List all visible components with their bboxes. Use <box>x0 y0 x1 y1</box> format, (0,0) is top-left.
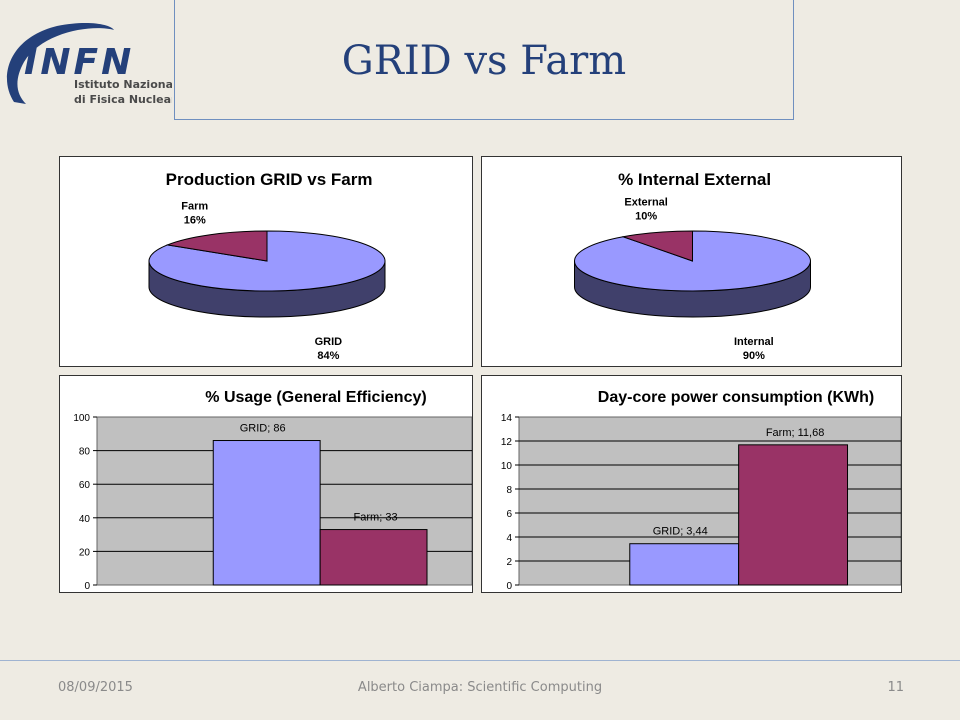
bar-power-svg: Day-core power consumption (KWh) 0 2 4 6 8 10 1… <box>501 389 901 592</box>
y-tick-label: 100 <box>73 413 90 424</box>
y-tick-label: 20 <box>79 547 91 558</box>
slide-title: GRID vs Farm <box>341 38 627 84</box>
logo-name: INFN <box>24 42 134 83</box>
title-box: GRID vs Farm <box>174 0 794 120</box>
footer-page-number: 11 <box>887 680 904 695</box>
slice-value-farm: 16% <box>184 214 206 226</box>
y-tick-label: 10 <box>501 461 513 472</box>
footer-divider <box>0 660 960 661</box>
bar-grid <box>629 543 740 586</box>
slice-label-grid: GRID <box>315 336 343 348</box>
bar-farm <box>319 529 428 586</box>
y-tick-label: 12 <box>501 437 513 448</box>
slice-value-internal: 90% <box>743 350 765 362</box>
pie-slice-farm <box>165 230 268 262</box>
slice-label-internal: Internal <box>734 336 774 348</box>
bar-grid <box>212 440 321 586</box>
y-tick-label: 2 <box>506 557 512 568</box>
data-label-farm: Farm; 33 <box>354 512 398 524</box>
slice-value-external: 10% <box>635 211 657 223</box>
y-tick-label: 0 <box>84 581 90 592</box>
footer-date: 08/09/2015 <box>58 680 133 695</box>
infn-logo: INFN Istituto Nazionale di Fisica Nuclea… <box>6 23 172 106</box>
bar-farm <box>738 444 849 586</box>
footer-author: Alberto Ciampa: Scientific Computing <box>357 680 603 695</box>
logo-line-1: Istituto Nazionale <box>74 78 172 91</box>
pie-production-svg: Production GRID vs Farm Farm 16% GRID 84% <box>148 170 386 362</box>
data-label-farm: Farm; 11,68 <box>766 427 825 439</box>
slice-label-farm: Farm <box>181 200 208 212</box>
chart-title: Production GRID vs Farm <box>166 170 373 189</box>
chart-title: % Internal External <box>618 170 771 189</box>
y-tick-label: 6 <box>506 509 512 520</box>
y-tick-label: 80 <box>79 447 91 458</box>
pie-chart-internal-external: % Internal External External 10% Internal 90… <box>481 156 902 367</box>
logo-swoosh <box>6 23 114 104</box>
logo-line-2: di Fisica Nucleare <box>74 93 172 106</box>
slice-label-external: External <box>624 197 667 209</box>
y-tick-label: 60 <box>79 480 91 491</box>
bar-chart-usage: % Usage (General Efficiency) 0 20 40 60 80 100… <box>59 375 473 593</box>
y-tick-label: 40 <box>79 514 91 525</box>
bar-usage-svg: % Usage (General Efficiency) 0 20 40 60 80 100… <box>73 389 472 592</box>
y-tick-label: 14 <box>501 413 513 424</box>
chart-title: % Usage (General Efficiency) <box>205 389 426 406</box>
chart-title: Day-core power consumption (KWh) <box>598 389 874 406</box>
slice-value-grid: 84% <box>317 350 339 362</box>
bar-chart-power: Day-core power consumption (KWh) 0 2 4 6 8 10 1… <box>481 375 902 593</box>
pie-internal-external-svg: % Internal External External 10% Internal 90… <box>574 170 811 362</box>
pie-slice-external <box>621 230 693 262</box>
y-tick-label: 8 <box>506 485 512 496</box>
data-label-grid: GRID; 86 <box>240 423 286 435</box>
data-label-grid: GRID; 3,44 <box>653 526 708 538</box>
y-tick-label: 4 <box>506 533 512 544</box>
y-tick-label: 0 <box>506 581 512 592</box>
pie-chart-production: Production GRID vs Farm Farm 16% GRID 84% <box>59 156 473 367</box>
